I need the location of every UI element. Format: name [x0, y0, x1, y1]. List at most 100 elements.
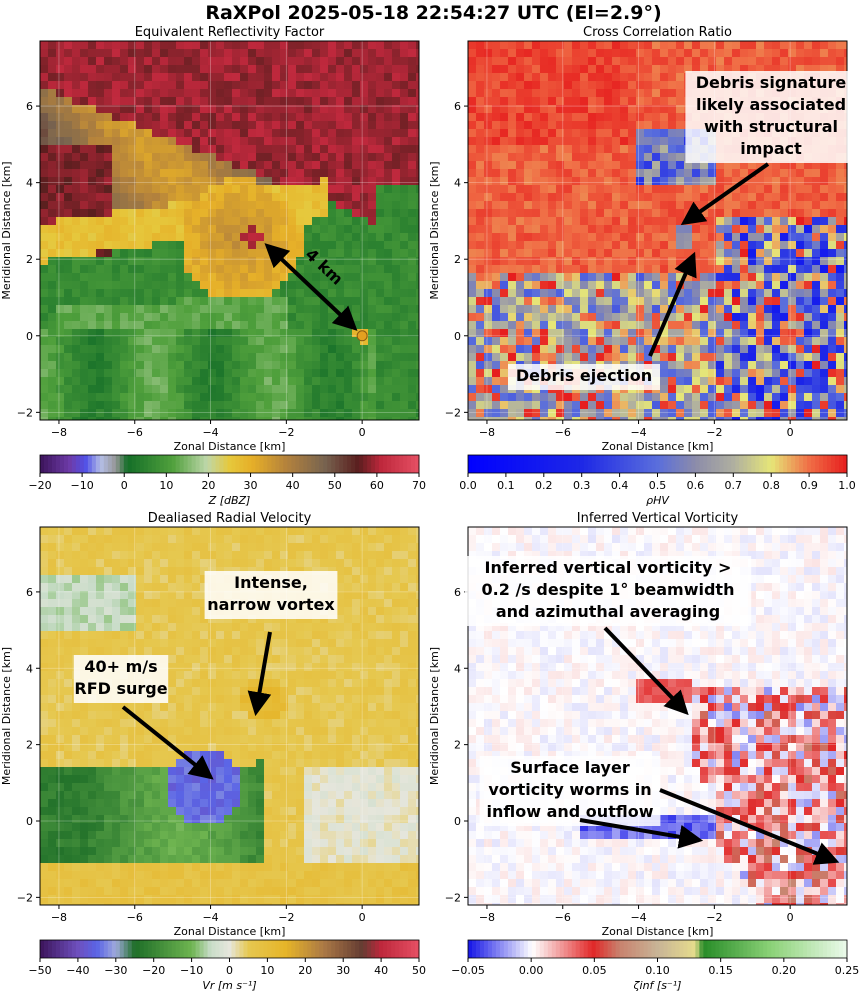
colorbar-swatch [468, 940, 473, 958]
colorbar-swatch [751, 455, 756, 473]
x-tick-label: −6 [127, 426, 143, 439]
colorbar-swatch [295, 455, 300, 473]
colorbar-swatch [411, 455, 416, 473]
colorbar-swatch [263, 455, 268, 473]
colorbar-tick-label: 0.10 [645, 964, 670, 977]
colorbar-swatch [251, 455, 256, 473]
colorbar-swatch [363, 455, 368, 473]
colorbar-swatch [731, 940, 736, 958]
colorbar-swatch [283, 455, 288, 473]
colorbar-swatch [575, 940, 581, 958]
colorbar-tick-label: −10 [71, 479, 94, 492]
colorbar-swatch [147, 455, 153, 473]
colorbar-swatch [311, 940, 316, 958]
colorbar-swatch [155, 940, 161, 958]
colorbar-swatch [495, 455, 501, 473]
colorbar-swatch [179, 940, 185, 958]
colorbar-swatch [387, 455, 392, 473]
colorbar-swatch [391, 455, 396, 473]
x-tick-label: −4 [630, 426, 646, 439]
colorbar-swatch [695, 940, 700, 958]
y-tick-label: 6 [26, 586, 33, 599]
colorbar-swatch [659, 940, 664, 958]
colorbar-swatch [755, 940, 760, 958]
colorbar-swatch [599, 940, 605, 958]
colorbar-swatch [219, 940, 225, 958]
colorbar-swatch [219, 455, 225, 473]
colorbar-swatch [131, 455, 137, 473]
colorbar-swatch [591, 940, 597, 958]
colorbar-swatch [143, 455, 149, 473]
colorbar-swatch [731, 455, 736, 473]
colorbar-swatch [655, 455, 660, 473]
colorbar-swatch [339, 455, 344, 473]
colorbar-swatch [91, 940, 97, 958]
y-tick-label: 4 [26, 662, 33, 675]
colorbar-swatch [619, 455, 625, 473]
colorbar-swatch [255, 455, 260, 473]
colorbar-swatch [583, 455, 589, 473]
x-tick-label: 0 [359, 426, 366, 439]
colorbar-tick-label: −50 [28, 964, 51, 977]
colorbar-tick-label: 1.0 [838, 479, 856, 492]
debris-signature-arrow [680, 162, 770, 226]
colorbar-swatch [619, 940, 625, 958]
colorbar-swatch [231, 940, 236, 958]
colorbar-swatch [379, 455, 384, 473]
colorbar-swatch [819, 455, 824, 473]
colorbar-swatch [319, 940, 324, 958]
x-tick-label: −2 [706, 911, 722, 924]
colorbar-swatch [363, 940, 368, 958]
colorbar-tick-label: −30 [104, 964, 127, 977]
colorbar-swatch [195, 940, 201, 958]
colorbar-swatch [115, 455, 121, 473]
colorbar-swatch [267, 455, 272, 473]
colorbar-swatch [287, 455, 292, 473]
colorbar-swatch [415, 455, 420, 473]
colorbar-tick-label: 0.6 [687, 479, 705, 492]
colorbar-swatch [103, 455, 109, 473]
x-tick-label: −8 [479, 911, 495, 924]
colorbar-swatch [255, 940, 260, 958]
colorbar-swatch [271, 455, 276, 473]
colorbar-tick-label: 0.00 [519, 964, 544, 977]
colorbar-swatch [611, 455, 617, 473]
colorbar-swatch [575, 455, 581, 473]
colorbar-swatch [671, 940, 676, 958]
colorbar-swatch [499, 940, 505, 958]
colorbar-swatch [203, 455, 209, 473]
colorbar-swatch [379, 940, 384, 958]
colorbar-swatch [747, 455, 752, 473]
colorbar-swatch [551, 940, 557, 958]
x-tick-label: −2 [278, 911, 294, 924]
vortex-label-line: Intense, [234, 573, 308, 592]
colorbar-tick-label: −20 [142, 964, 165, 977]
colorbar-swatch [279, 455, 284, 473]
colorbar-swatch [47, 455, 53, 473]
colorbar-swatch [235, 455, 240, 473]
colorbar-swatch [631, 455, 637, 473]
colorbar-swatch [559, 455, 565, 473]
colorbar-swatch [599, 455, 605, 473]
panel-title: Cross Correlation Ratio [583, 25, 732, 40]
y-tick-label: 4 [454, 177, 461, 190]
y-tick-label: 2 [26, 739, 33, 752]
colorbar-swatch [299, 455, 304, 473]
colorbar-swatch [407, 455, 412, 473]
colorbar-swatch [327, 455, 332, 473]
y-tick-label: 6 [26, 100, 33, 113]
colorbar-tick-label: 0.7 [725, 479, 743, 492]
colorbar-swatch [535, 940, 541, 958]
colorbar-swatch [555, 455, 561, 473]
colorbar-swatch [743, 940, 748, 958]
plot-frame [39, 526, 420, 906]
colorbar-swatch [175, 455, 181, 473]
x-tick-label: −4 [630, 911, 646, 924]
colorbar-swatch [795, 940, 800, 958]
vorticity-threshold-arrow [603, 626, 689, 716]
colorbar-tick-label: −20 [28, 479, 51, 492]
vorticity-worms-arrow-outflow [659, 788, 840, 865]
colorbar-swatch [199, 455, 205, 473]
colorbar-swatch [583, 940, 589, 958]
colorbar-swatch [215, 455, 221, 473]
